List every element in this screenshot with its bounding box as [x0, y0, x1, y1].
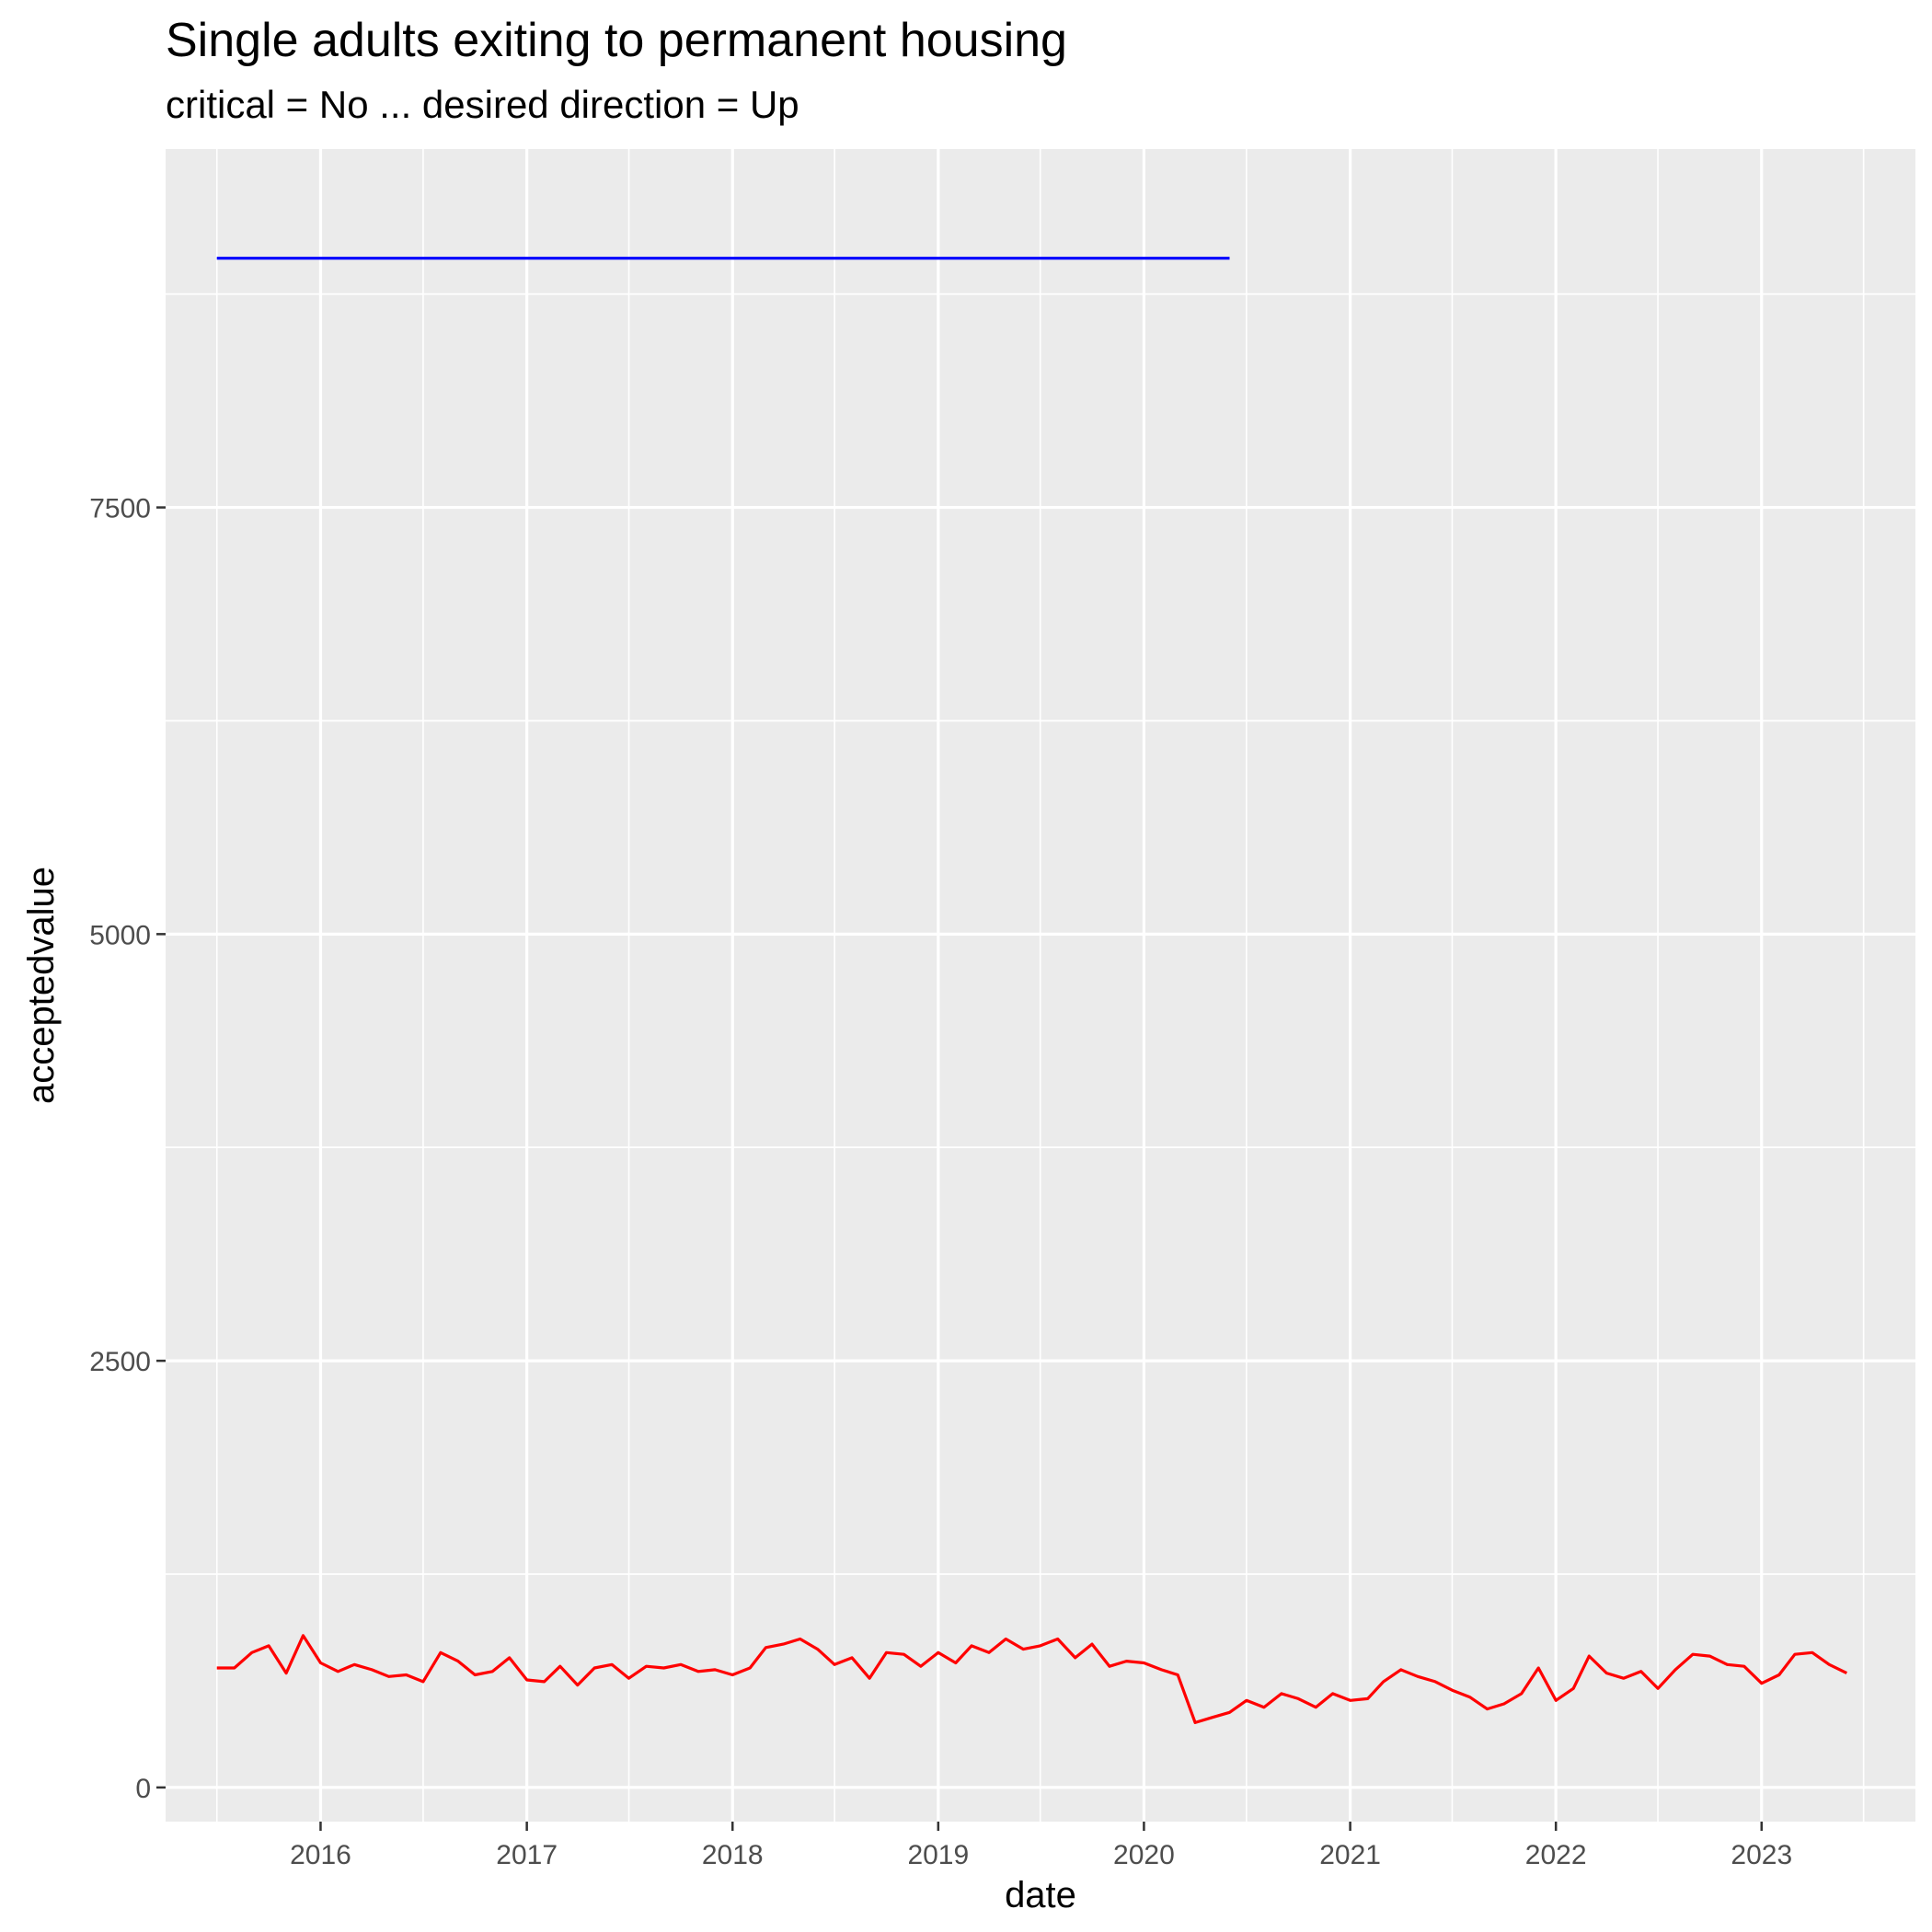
x-tick-label: 2020 — [1113, 1840, 1175, 1870]
y-tick-label: 5000 — [89, 920, 151, 950]
x-tick-label: 2021 — [1319, 1840, 1381, 1870]
x-tick-label: 2019 — [907, 1840, 969, 1870]
y-axis: 0 2500 5000 7500 — [89, 494, 166, 1804]
chart-subtitle: critical = No ... desired direction = Up — [166, 83, 799, 126]
x-axis-title: date — [1005, 1875, 1076, 1915]
x-tick-label: 2023 — [1731, 1840, 1792, 1870]
x-tick-label: 2018 — [702, 1840, 764, 1870]
x-axis: 2016 2017 2018 2019 2020 2021 2022 2023 — [290, 1822, 1792, 1870]
x-tick-label: 2022 — [1525, 1840, 1587, 1870]
series-layer — [216, 257, 1848, 1725]
x-tick-label: 2017 — [496, 1840, 558, 1870]
grid-minor — [166, 149, 1915, 1822]
y-axis-title: acceptedvalue — [21, 867, 62, 1104]
y-tick-label: 2500 — [89, 1347, 151, 1377]
x-tick-label: 2016 — [290, 1840, 351, 1870]
y-tick-label: 7500 — [89, 494, 151, 524]
chart-title: Single adults exiting to permanent housi… — [166, 14, 1067, 67]
series-line-1 — [216, 1634, 1848, 1725]
grid-major — [166, 149, 1915, 1822]
y-tick-label: 0 — [135, 1774, 151, 1804]
